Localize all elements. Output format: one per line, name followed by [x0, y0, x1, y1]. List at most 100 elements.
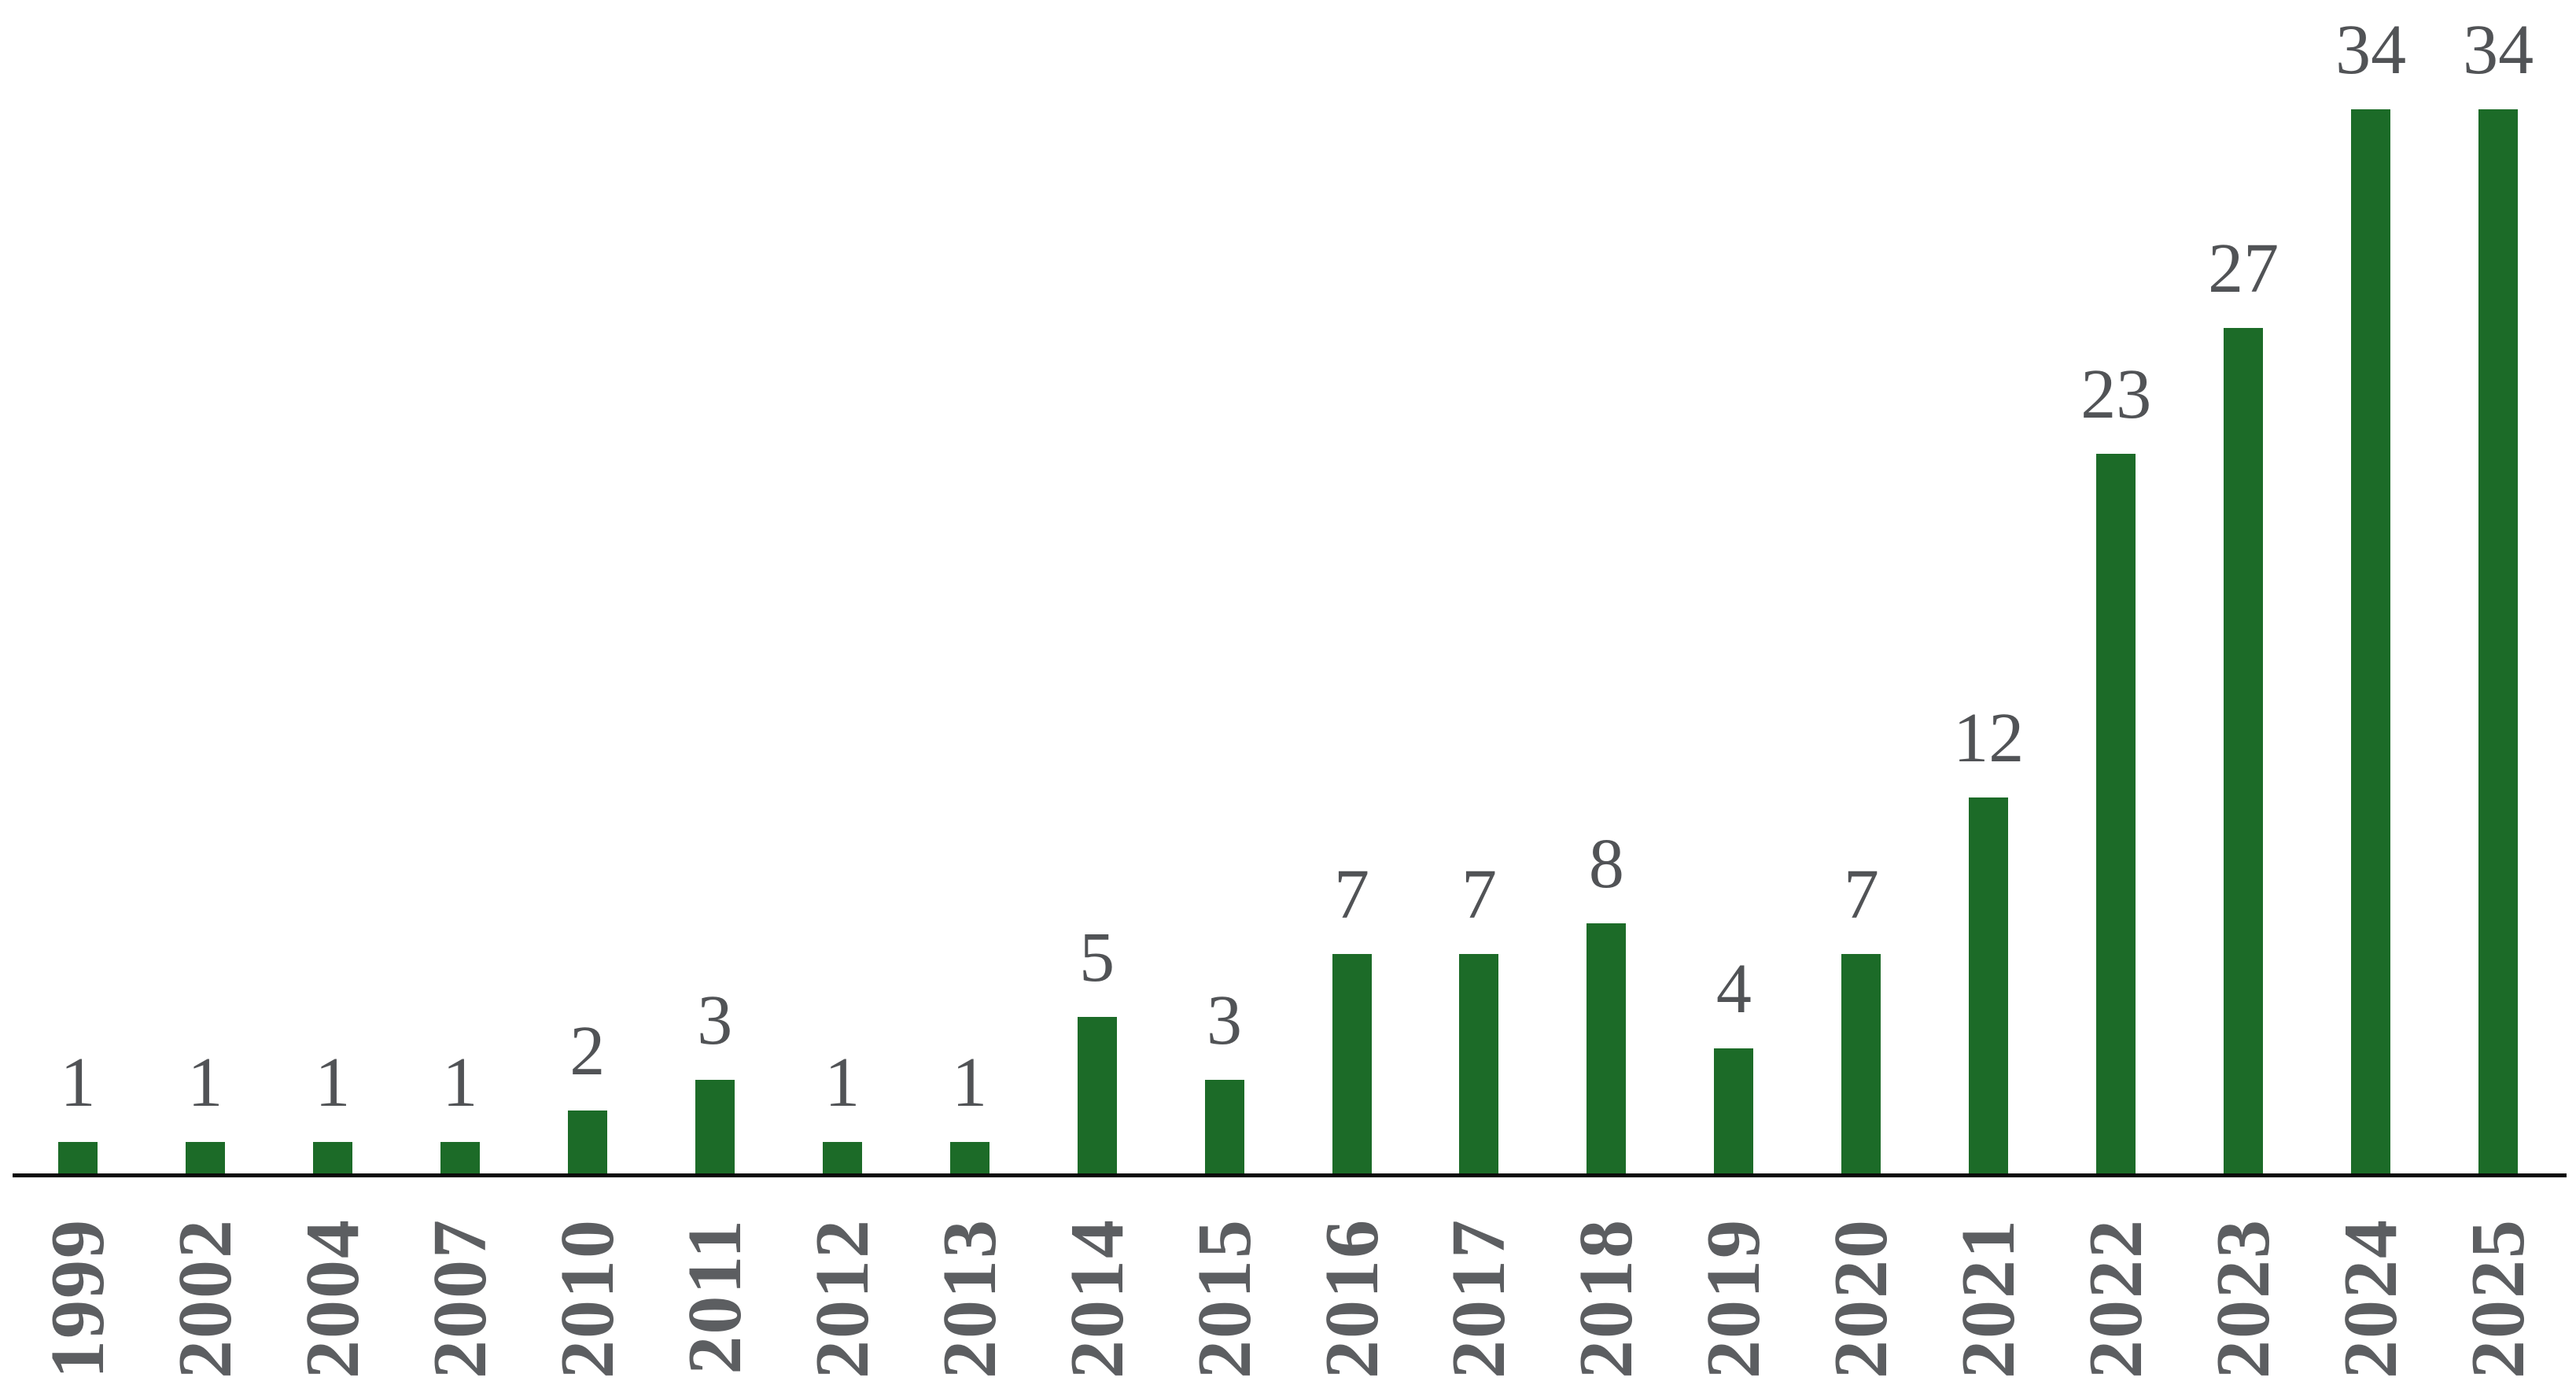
bar-column: 7: [1288, 860, 1416, 1173]
bar-value-label: 1: [315, 1044, 351, 1122]
bar: [1204, 1080, 1244, 1173]
bar: [2351, 109, 2391, 1173]
bar: [695, 1080, 735, 1173]
bar-column: 7: [1797, 860, 1925, 1173]
x-tick-label: 1999: [35, 1218, 120, 1379]
x-tick-cell: 2020: [1797, 1177, 1925, 1396]
x-tick-label: 2010: [544, 1218, 630, 1379]
bar-column: 12: [1925, 703, 2052, 1173]
bar-value-label: 34: [2335, 11, 2407, 89]
plot-area: 1 1 1 1 2 3 1 1 5 3 7 7 8 4 7 12 23 27 34 34: [14, 0, 2562, 1173]
bar-value-label: 1: [187, 1044, 223, 1122]
x-tick-label: 2018: [1564, 1218, 1649, 1379]
x-tick-cell: 2014: [1034, 1177, 1161, 1396]
bar-value-label: 7: [1334, 856, 1369, 934]
bar-column: 2: [524, 1016, 651, 1173]
bar: [2096, 454, 2136, 1173]
bar-column: 1: [269, 1048, 396, 1173]
x-axis-line: [13, 1173, 2567, 1177]
bar-column: 23: [2052, 359, 2180, 1173]
x-tick-cell: 2016: [1288, 1177, 1416, 1396]
bar: [1077, 1017, 1117, 1173]
x-tick-cell: 2018: [1542, 1177, 1670, 1396]
bar: [2478, 109, 2519, 1173]
bar-value-label: 1: [824, 1044, 861, 1122]
bar: [440, 1142, 480, 1173]
x-tick-label: 2002: [162, 1218, 248, 1379]
bar: [57, 1142, 98, 1173]
x-tick-label: 2024: [2328, 1218, 2414, 1379]
x-tick-cell: 2021: [1925, 1177, 2052, 1396]
bar: [1587, 923, 1627, 1173]
x-tick-label: 2023: [2201, 1218, 2287, 1379]
bar-value-label: 3: [697, 982, 733, 1059]
bar-column: 3: [1161, 985, 1288, 1173]
bar-column: 3: [651, 985, 779, 1173]
x-tick-cell: 2015: [1161, 1177, 1288, 1396]
bar-value-label: 7: [1843, 856, 1879, 934]
bar: [1969, 797, 2009, 1173]
x-tick-label: 2022: [2073, 1218, 2159, 1379]
bar: [1459, 954, 1499, 1173]
bar-value-label: 3: [1207, 982, 1243, 1059]
x-tick-cell: 2017: [1415, 1177, 1542, 1396]
bar-value-label: 2: [569, 1012, 606, 1090]
bar-value-label: 34: [2463, 11, 2534, 89]
bar-column: 27: [2180, 234, 2307, 1173]
x-tick-cell: 2011: [651, 1177, 779, 1396]
bar-column: 1: [14, 1048, 142, 1173]
x-tick-cell: 2023: [2180, 1177, 2307, 1396]
x-tick-cell: 2002: [142, 1177, 269, 1396]
bar-column: 1: [779, 1048, 906, 1173]
bar-value-label: 5: [1079, 919, 1115, 996]
x-tick-label: 2011: [672, 1218, 757, 1375]
x-tick-cell: 2010: [524, 1177, 651, 1396]
bar-column: 5: [1034, 923, 1161, 1173]
x-tick-label: 2025: [2456, 1218, 2541, 1379]
bar-column: 34: [2307, 15, 2434, 1173]
bar-column: 34: [2434, 15, 2562, 1173]
x-tick-cell: 1999: [14, 1177, 142, 1396]
bar-column: 4: [1670, 954, 1797, 1173]
bar-value-label: 1: [60, 1044, 96, 1122]
bar: [312, 1142, 352, 1173]
x-tick-label: 2014: [1054, 1218, 1140, 1379]
bar-value-label: 23: [2080, 355, 2152, 433]
x-tick-cell: 2024: [2307, 1177, 2434, 1396]
bar: [185, 1142, 225, 1173]
bar: [1332, 954, 1372, 1173]
x-tick-cell: 2022: [2052, 1177, 2180, 1396]
x-tick-cell: 2025: [2434, 1177, 2562, 1396]
bar-value-label: 8: [1588, 825, 1624, 903]
x-tick-label: 2015: [1181, 1218, 1267, 1379]
x-tick-label: 2012: [799, 1218, 885, 1379]
x-tick-label: 2019: [1691, 1218, 1777, 1379]
bar-column: 8: [1542, 829, 1670, 1173]
bar: [2224, 328, 2264, 1173]
bar: [822, 1142, 862, 1173]
x-tick-cell: 2004: [269, 1177, 396, 1396]
bar-column: 1: [142, 1048, 269, 1173]
x-tick-label: 2013: [927, 1218, 1012, 1379]
bar: [949, 1142, 989, 1173]
x-tick-label: 2004: [289, 1218, 375, 1379]
x-tick-cell: 2013: [906, 1177, 1034, 1396]
x-tick-label: 2007: [417, 1218, 503, 1379]
bar-column: 1: [396, 1048, 524, 1173]
bar-column: 7: [1415, 860, 1542, 1173]
bar: [567, 1111, 607, 1173]
x-tick-label: 2017: [1436, 1218, 1522, 1379]
x-tick-cell: 2019: [1670, 1177, 1797, 1396]
bar-column: 1: [906, 1048, 1034, 1173]
bar-value-label: 1: [442, 1044, 478, 1122]
bar: [1714, 1048, 1754, 1173]
x-tick-cell: 2007: [396, 1177, 524, 1396]
bar-value-label: 12: [1953, 699, 2025, 777]
x-tick-label: 2021: [1946, 1218, 2032, 1379]
x-tick-cell: 2012: [779, 1177, 906, 1396]
x-tick-label: 2020: [1819, 1218, 1904, 1379]
bar: [1841, 954, 1881, 1173]
bar-value-label: 7: [1461, 856, 1497, 934]
bar-value-label: 27: [2208, 230, 2279, 308]
